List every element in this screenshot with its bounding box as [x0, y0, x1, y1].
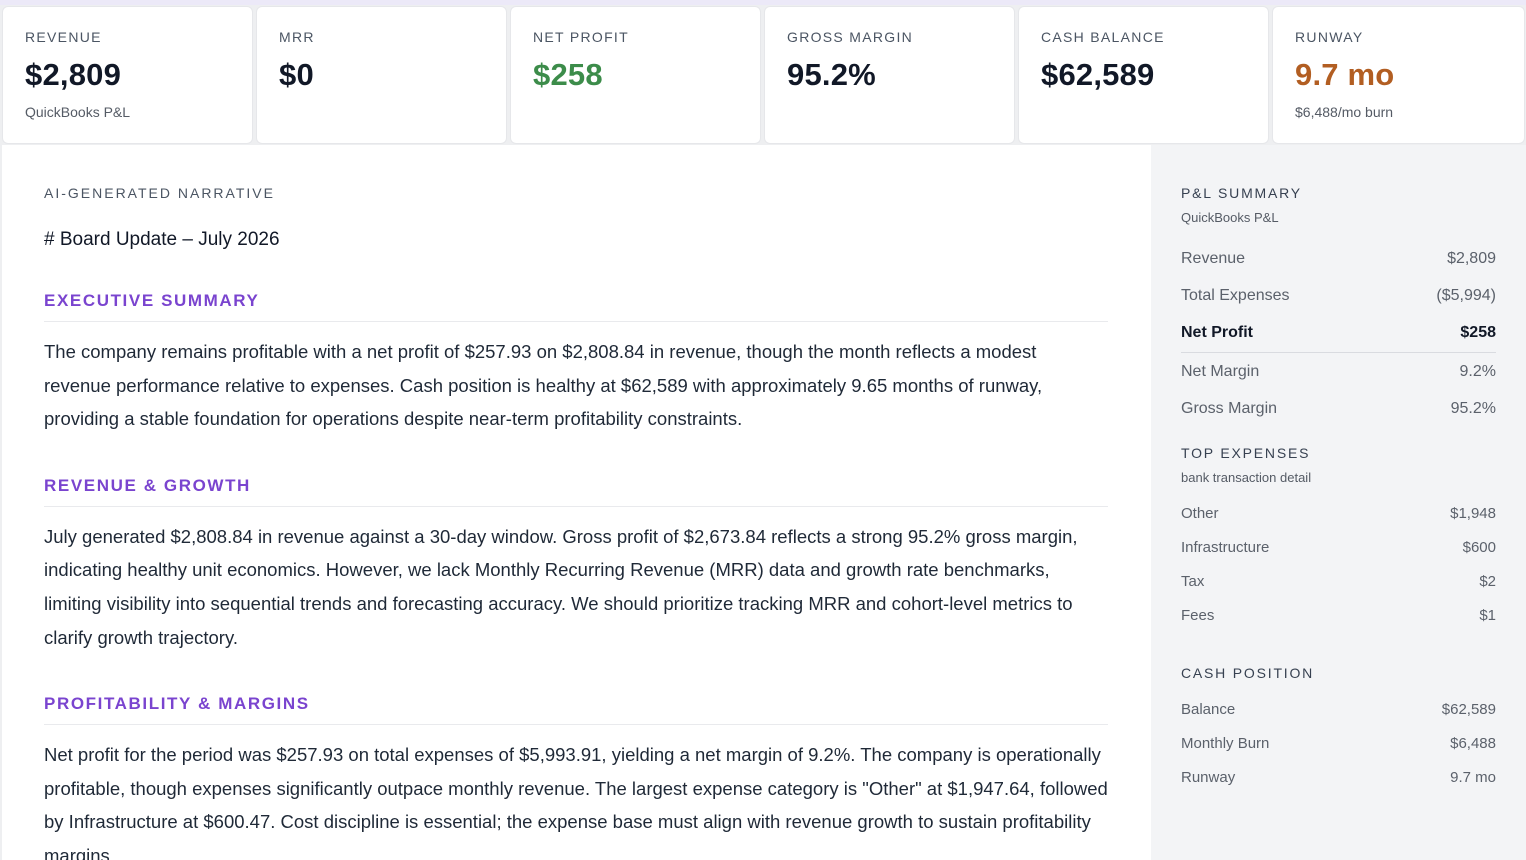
- summary-sidebar: P&L SUMMARY QuickBooks P&L Revenue $2,80…: [1151, 145, 1526, 860]
- kpi-label: CASH BALANCE: [1041, 29, 1165, 45]
- pl-row-net-margin: Net Margin 9.2%: [1181, 353, 1496, 391]
- row-value: 95.2%: [1450, 400, 1496, 418]
- row-label: Runway: [1181, 769, 1236, 787]
- kpi-card-mrr: MRR $0: [256, 6, 507, 144]
- row-value: 9.7 mo: [1450, 769, 1496, 787]
- kpi-card-revenue: REVENUE $2,809 QuickBooks P&L: [2, 6, 253, 144]
- kpi-value: $62,589: [1041, 57, 1155, 92]
- kpi-subtext: $6,488/mo burn: [1295, 104, 1394, 120]
- narrative-title: # Board Update – July 2026: [44, 229, 280, 250]
- kpi-value: $0: [279, 57, 314, 92]
- kpi-label: RUNWAY: [1295, 29, 1364, 45]
- row-label: Total Expenses: [1181, 287, 1290, 305]
- top-expenses-section: TOP EXPENSES bank transaction detail Oth…: [1181, 445, 1496, 633]
- kpi-label: REVENUE: [25, 29, 102, 45]
- section-revenue-growth: REVENUE & GROWTH July generated $2,808.8…: [44, 476, 1109, 654]
- row-label: Net Margin: [1181, 362, 1260, 380]
- row-value: $62,589: [1441, 701, 1496, 719]
- kpi-label: MRR: [279, 29, 315, 45]
- pl-row-net-profit: Net Profit $258: [1181, 315, 1496, 353]
- kpi-value: $2,809: [25, 57, 122, 92]
- kpi-card-net-profit: NET PROFIT $258: [510, 6, 761, 144]
- kpi-value: $258: [533, 57, 603, 92]
- pl-row-revenue: Revenue $2,809: [1181, 240, 1496, 278]
- kpi-card-cash-balance: CASH BALANCE $62,589: [1018, 6, 1269, 144]
- top-expenses-source: bank transaction detail: [1181, 469, 1312, 485]
- expense-row: Fees $1: [1181, 599, 1496, 633]
- cash-position-table: Balance $62,589 Monthly Burn $6,488 Runw…: [1181, 693, 1496, 795]
- kpi-value: 95.2%: [787, 57, 876, 92]
- row-label: Revenue: [1181, 249, 1246, 267]
- kpi-subtext: QuickBooks P&L: [25, 104, 131, 120]
- row-label: Net Profit: [1181, 324, 1253, 342]
- section-heading: EXECUTIVE SUMMARY: [44, 291, 1108, 322]
- row-label: Other: [1181, 505, 1219, 523]
- narrative-panel: AI-GENERATED NARRATIVE # Board Update – …: [2, 145, 1151, 860]
- cash-row-monthly-burn: Monthly Burn $6,488: [1181, 727, 1496, 761]
- kpi-card-gross-margin: GROSS MARGIN 95.2%: [764, 6, 1015, 144]
- row-value: $2: [1479, 573, 1496, 591]
- section-body: Net profit for the period was $257.93 on…: [44, 744, 1108, 860]
- section-executive-summary: EXECUTIVE SUMMARY The company remains pr…: [44, 291, 1109, 436]
- top-expenses-heading: TOP EXPENSES: [1181, 444, 1311, 461]
- row-value: $6,488: [1450, 735, 1496, 753]
- row-label: Infrastructure: [1181, 539, 1270, 557]
- row-label: Balance: [1181, 701, 1236, 719]
- pl-summary-source: QuickBooks P&L: [1181, 210, 1279, 225]
- kpi-label: NET PROFIT: [533, 29, 629, 45]
- kpi-value: 9.7 mo: [1295, 57, 1395, 92]
- section-body: The company remains profitable with a ne…: [44, 341, 1043, 430]
- cash-position-section: CASH POSITION Balance $62,589 Monthly Bu…: [1181, 665, 1496, 795]
- row-value: 9.2%: [1459, 362, 1496, 380]
- cash-position-heading: CASH POSITION: [1181, 664, 1315, 681]
- row-value: $1: [1479, 607, 1496, 625]
- section-profitability-margins: PROFITABILITY & MARGINS Net profit for t…: [44, 694, 1109, 860]
- expense-row: Infrastructure $600: [1181, 531, 1496, 565]
- row-value: $258: [1460, 324, 1496, 342]
- cash-row-balance: Balance $62,589: [1181, 693, 1496, 727]
- section-heading: PROFITABILITY & MARGINS: [44, 694, 1108, 726]
- top-accent-line: [0, 0, 1526, 5]
- kpi-row: REVENUE $2,809 QuickBooks P&L MRR $0 NET…: [2, 6, 1526, 144]
- expense-row: Other $1,948: [1181, 497, 1496, 531]
- pl-summary-section: P&L SUMMARY QuickBooks P&L Revenue $2,80…: [1181, 185, 1496, 428]
- row-label: Gross Margin: [1181, 400, 1278, 418]
- top-expenses-table: Other $1,948 Infrastructure $600 Tax $2 …: [1181, 497, 1496, 633]
- row-value: $2,809: [1447, 249, 1496, 267]
- pl-summary-heading: P&L SUMMARY: [1181, 185, 1302, 201]
- section-body: July generated $2,808.84 in revenue agai…: [44, 525, 1078, 648]
- row-label: Tax: [1181, 573, 1205, 591]
- row-label: Monthly Burn: [1181, 735, 1270, 753]
- kpi-label: GROSS MARGIN: [787, 29, 914, 45]
- row-value: $600: [1462, 539, 1496, 557]
- row-value: ($5,994): [1436, 287, 1496, 305]
- expense-row: Tax $2: [1181, 565, 1496, 599]
- kpi-card-runway: RUNWAY 9.7 mo $6,488/mo burn: [1272, 6, 1525, 144]
- section-heading: REVENUE & GROWTH: [44, 476, 1108, 507]
- row-label: Fees: [1181, 607, 1215, 625]
- pl-summary-table: Revenue $2,809 Total Expenses ($5,994) N…: [1181, 240, 1496, 428]
- row-value: $1,948: [1450, 505, 1496, 523]
- pl-row-total-expenses: Total Expenses ($5,994): [1181, 278, 1496, 316]
- cash-row-runway: Runway 9.7 mo: [1181, 761, 1496, 795]
- pl-row-gross-margin: Gross Margin 95.2%: [1181, 390, 1496, 428]
- narrative-eyebrow: AI-GENERATED NARRATIVE: [44, 185, 275, 201]
